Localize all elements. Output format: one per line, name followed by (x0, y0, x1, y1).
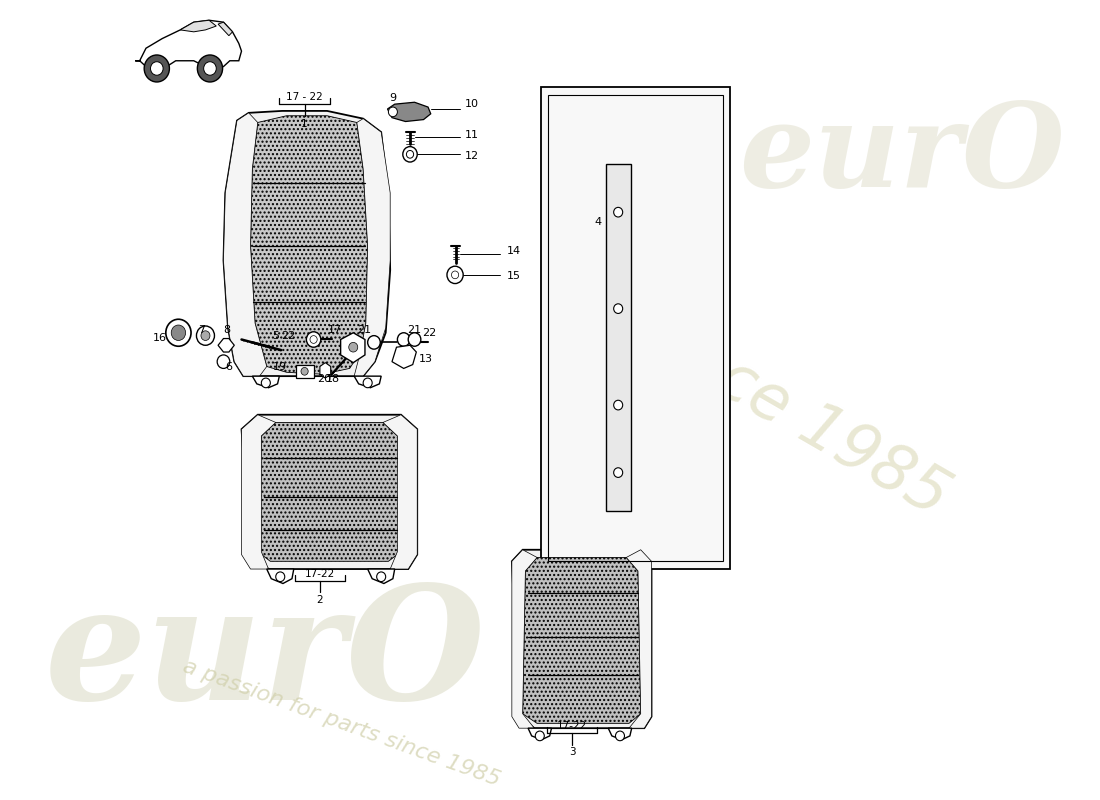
Text: 3: 3 (569, 747, 575, 758)
Circle shape (614, 400, 623, 410)
Bar (296, 365, 314, 378)
Circle shape (201, 331, 210, 341)
Text: 10: 10 (465, 99, 478, 109)
Polygon shape (257, 422, 402, 562)
Text: 17-22: 17-22 (557, 721, 587, 731)
Polygon shape (512, 550, 537, 728)
Circle shape (388, 107, 397, 117)
Circle shape (166, 319, 191, 346)
Text: 9: 9 (389, 94, 396, 103)
Text: 12: 12 (465, 151, 480, 162)
Text: 13: 13 (419, 354, 433, 364)
Text: 5: 5 (272, 330, 279, 341)
Polygon shape (387, 102, 431, 122)
Polygon shape (223, 113, 266, 376)
Text: 17: 17 (328, 325, 342, 335)
Circle shape (349, 342, 358, 352)
Circle shape (614, 207, 623, 217)
Circle shape (307, 332, 321, 347)
Polygon shape (242, 414, 276, 569)
Text: 20: 20 (317, 374, 331, 384)
Circle shape (614, 468, 623, 478)
Text: 16: 16 (153, 333, 167, 342)
Circle shape (151, 62, 163, 75)
Circle shape (276, 572, 285, 582)
Polygon shape (251, 116, 367, 374)
Text: 14: 14 (506, 246, 520, 256)
Polygon shape (392, 346, 416, 369)
Polygon shape (354, 376, 382, 388)
Circle shape (367, 336, 381, 349)
Circle shape (217, 355, 230, 369)
Polygon shape (367, 569, 395, 583)
Polygon shape (541, 87, 730, 569)
Text: eurO: eurO (739, 97, 1065, 212)
Polygon shape (354, 118, 390, 376)
Circle shape (310, 336, 317, 343)
Polygon shape (252, 376, 279, 388)
Polygon shape (522, 558, 640, 723)
Polygon shape (512, 550, 651, 728)
Circle shape (447, 266, 463, 283)
Polygon shape (135, 20, 242, 69)
Circle shape (406, 150, 414, 158)
Text: 19: 19 (273, 362, 287, 371)
Circle shape (204, 62, 217, 75)
Text: 2: 2 (317, 595, 323, 605)
Polygon shape (626, 550, 651, 728)
Polygon shape (341, 333, 365, 362)
Text: 21: 21 (407, 325, 421, 335)
Circle shape (197, 55, 222, 82)
Circle shape (451, 271, 459, 278)
Text: 22: 22 (421, 328, 436, 338)
Polygon shape (218, 338, 234, 352)
Text: since 1985: since 1985 (627, 301, 959, 529)
Text: 18: 18 (327, 374, 340, 384)
Polygon shape (606, 164, 630, 511)
Text: 11: 11 (465, 130, 478, 140)
Text: 7: 7 (198, 325, 206, 335)
Circle shape (408, 333, 421, 346)
Circle shape (363, 378, 372, 388)
Circle shape (403, 146, 417, 162)
Text: 8: 8 (223, 325, 231, 335)
Text: 17-22: 17-22 (305, 569, 336, 578)
Text: 6: 6 (226, 362, 232, 371)
Circle shape (197, 326, 215, 346)
Circle shape (262, 378, 271, 388)
Circle shape (301, 367, 308, 375)
Circle shape (376, 572, 386, 582)
Circle shape (616, 731, 625, 741)
Circle shape (172, 325, 186, 341)
Circle shape (614, 304, 623, 314)
Polygon shape (242, 414, 417, 569)
Text: a passion for parts since 1985: a passion for parts since 1985 (180, 657, 503, 790)
Polygon shape (180, 20, 217, 32)
Circle shape (144, 55, 169, 82)
Text: 1: 1 (301, 118, 308, 129)
Circle shape (397, 333, 410, 346)
Text: 17 - 22: 17 - 22 (286, 92, 323, 102)
Text: eurO: eurO (45, 579, 486, 733)
Polygon shape (218, 22, 232, 36)
Text: 21: 21 (358, 325, 372, 335)
Polygon shape (266, 569, 294, 583)
Polygon shape (528, 728, 551, 740)
Text: 15: 15 (506, 271, 520, 281)
Circle shape (536, 731, 544, 741)
Polygon shape (320, 362, 331, 378)
Text: 22: 22 (282, 330, 296, 341)
Polygon shape (608, 728, 631, 740)
Text: 4: 4 (595, 217, 602, 227)
Polygon shape (223, 111, 390, 376)
Polygon shape (383, 414, 417, 569)
